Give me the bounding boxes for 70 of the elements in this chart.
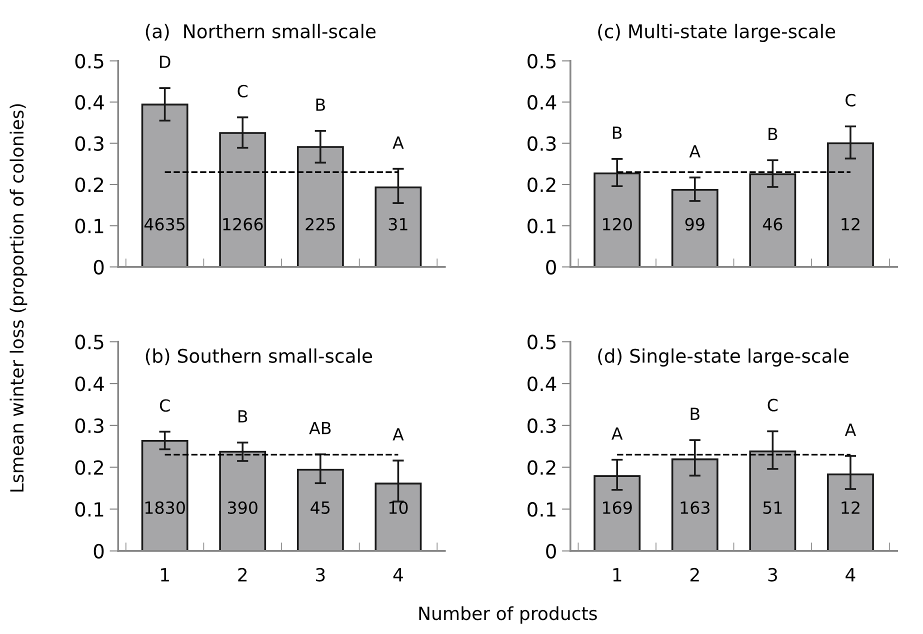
x-tick-label: 3 bbox=[316, 568, 325, 582]
y-tick-label: 0.4 bbox=[528, 95, 556, 110]
annotation: A bbox=[392, 428, 404, 440]
y-tick-label: 0.1 bbox=[75, 502, 104, 517]
annotation: 99 bbox=[685, 218, 704, 231]
annotation: B bbox=[316, 98, 325, 111]
y-tick-label: 0.1 bbox=[75, 218, 104, 234]
y-tick-label: 0.3 bbox=[528, 136, 556, 151]
y-tick-label: 0.1 bbox=[528, 502, 556, 517]
annotation: B bbox=[238, 410, 248, 422]
annotation: 163 bbox=[680, 501, 710, 514]
y-tick-label: 0.2 bbox=[528, 177, 556, 192]
annotation: A bbox=[689, 145, 700, 158]
annotation: D bbox=[160, 56, 170, 68]
annotation: 1266 bbox=[223, 218, 263, 231]
y-tick-label: 0 bbox=[546, 544, 556, 559]
x-tick-label: 3 bbox=[768, 568, 777, 582]
annotation: C bbox=[768, 398, 778, 412]
y-tick-label: 0 bbox=[94, 544, 104, 559]
annotation: B bbox=[613, 126, 622, 139]
annotation: 390 bbox=[228, 501, 258, 514]
annotation: 45 bbox=[310, 502, 330, 514]
y-tick-label: 0.2 bbox=[528, 460, 556, 475]
x-axis-title: Number of products bbox=[419, 606, 597, 624]
annotation: C bbox=[238, 84, 248, 98]
annotation: A bbox=[612, 427, 623, 440]
y-tick-label: 0.2 bbox=[75, 460, 104, 475]
y-tick-label: 0.5 bbox=[75, 54, 104, 69]
y-tick-label: 0 bbox=[94, 260, 104, 275]
annotation: 12 bbox=[842, 501, 860, 514]
y-tick-label: 0 bbox=[546, 260, 556, 275]
annotation: 12 bbox=[842, 218, 860, 230]
y-tick-label: 0.1 bbox=[528, 218, 556, 234]
x-tick-label: 4 bbox=[846, 568, 856, 582]
x-tick-label: 2 bbox=[238, 568, 247, 582]
chart-title: (d) Single-state large-scale bbox=[598, 348, 849, 367]
y-tick-label: 0.4 bbox=[75, 95, 104, 110]
y-tick-label: 0.5 bbox=[528, 334, 556, 350]
annotation: C bbox=[846, 94, 856, 106]
annotation: 31 bbox=[388, 218, 408, 231]
annotation: 120 bbox=[603, 218, 632, 231]
y-tick-label: 0.5 bbox=[528, 54, 556, 69]
x-tick-label: 1 bbox=[161, 568, 169, 582]
annotation: 46 bbox=[762, 218, 782, 231]
x-tick-label: 4 bbox=[393, 568, 403, 582]
y-tick-label: 0.3 bbox=[75, 418, 104, 434]
annotation: B bbox=[690, 408, 700, 420]
y-tick-label: 0.4 bbox=[75, 376, 104, 392]
annotation: 169 bbox=[603, 501, 632, 514]
annotation: AB bbox=[309, 422, 331, 434]
y-tick-label: 0.3 bbox=[528, 418, 556, 434]
annotation: 225 bbox=[306, 218, 335, 231]
chart-title: (b) Southern small-scale bbox=[146, 348, 372, 366]
y-axis-title: Lsmean winter loss (proportion of colonies) bbox=[10, 104, 28, 492]
chart-title: (a) Northern small-scale bbox=[146, 24, 376, 41]
x-tick-label: 2 bbox=[690, 568, 699, 582]
annotation: A bbox=[392, 136, 404, 149]
annotation: B bbox=[768, 128, 778, 140]
y-tick-label: 0.2 bbox=[75, 177, 104, 192]
annotation: 4635 bbox=[144, 218, 185, 231]
annotation: 10 bbox=[389, 501, 408, 514]
annotation: 51 bbox=[763, 502, 782, 514]
x-tick-label: 1 bbox=[613, 568, 622, 582]
annotation: C bbox=[160, 399, 170, 412]
annotation: 1830 bbox=[145, 501, 185, 514]
y-tick-label: 0.3 bbox=[75, 136, 104, 151]
chart-title: (c) Multi-state large-scale bbox=[598, 24, 836, 42]
annotation: A bbox=[844, 424, 856, 436]
y-tick-label: 0.4 bbox=[528, 376, 556, 392]
y-tick-label: 0.5 bbox=[75, 334, 104, 350]
